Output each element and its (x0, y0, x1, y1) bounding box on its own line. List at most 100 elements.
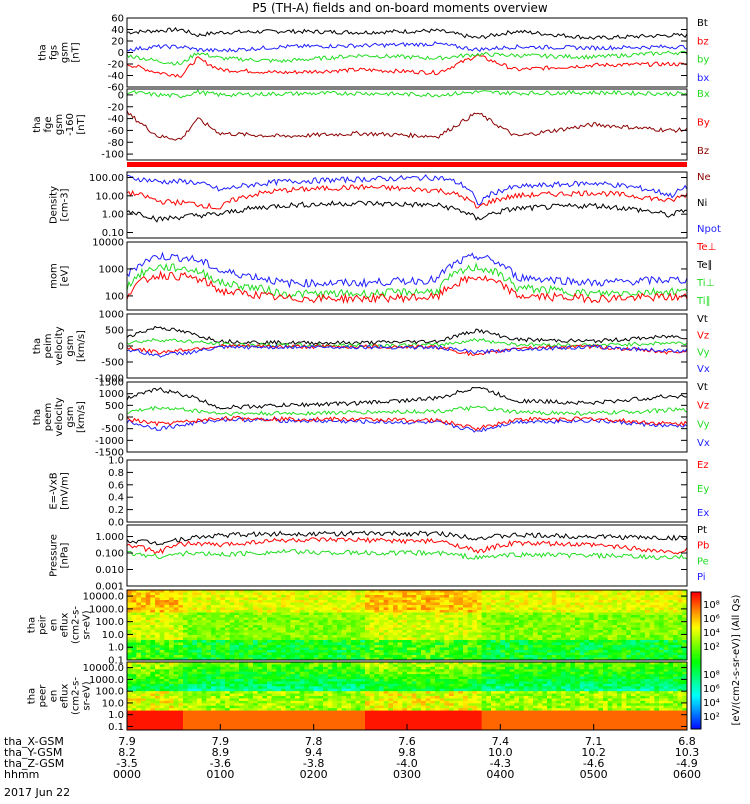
y-tick-label: -1000 (95, 436, 124, 447)
legend: Vt Vz Vy Vx (697, 314, 710, 375)
y-tick-label: 1.00 (102, 210, 124, 221)
legend-entry: Ex (697, 508, 709, 519)
y-axis-label: sr-eV) (82, 610, 93, 639)
legend-entry: Vy (697, 419, 710, 430)
legend-entry: Pi (697, 572, 706, 583)
legend-entry: Ti∥ (696, 296, 711, 307)
legend-entry: Pb (697, 541, 709, 552)
legend-entry: Bx (697, 89, 710, 100)
legend-entry: Vt (697, 314, 708, 325)
y-axis-label: tha (32, 409, 43, 425)
y-axis-label: fgs (49, 45, 60, 60)
y-axis-label: tha (27, 617, 38, 633)
legend: Te⊥Te∥Ti⊥Ti∥ (696, 242, 716, 307)
legend-entry: Vy (697, 347, 710, 358)
y-axis-label: Density (49, 186, 60, 224)
y-tick-label: 100 (105, 291, 124, 302)
series-Ne (127, 185, 687, 209)
y-tick-label: 0.6 (108, 480, 124, 491)
series-by (127, 51, 687, 65)
y-tick-label: 10.0 (102, 630, 124, 641)
legend-entry: Te∥ (696, 260, 713, 271)
y-axis-label: [nPa] (60, 542, 71, 568)
spectrogram-cells (127, 590, 688, 661)
y-tick-label: 0.0 (108, 518, 124, 529)
y-axis-label: [mV/m] (60, 472, 71, 510)
y-tick-label: 0 (118, 90, 124, 101)
y-tick-label: -40 (108, 114, 124, 125)
y-tick-label: 0.100 (95, 549, 124, 560)
y-axis-label: (cm2-s- (71, 606, 82, 644)
y-axis-label: tha (32, 116, 43, 132)
spectrogram-cells (127, 662, 688, 731)
legend-entry: Bt (697, 18, 708, 29)
legend-entry: Ni (697, 198, 707, 209)
y-tick-label: 10000 (92, 238, 124, 249)
legend-entry: by (697, 55, 709, 66)
y-tick-label: 1.000 (95, 532, 124, 543)
series-Ni (127, 201, 687, 222)
legend-entry: Ne (697, 172, 711, 183)
legend-entry: Bz (697, 146, 709, 157)
legend-entry: Vx (697, 438, 710, 449)
y-axis-label: eflux (60, 613, 71, 638)
y-axis-label: en (49, 619, 60, 632)
legend-entry: By (697, 118, 710, 129)
y-axis-label: gsm (65, 335, 76, 356)
y-axis-label: [nT] (76, 114, 87, 134)
y-axis-label: fge (43, 116, 54, 132)
panel-frame (127, 382, 687, 452)
panel-frame (127, 18, 687, 87)
y-axis-label: velocity (54, 326, 65, 365)
legend-entry: Vx (697, 364, 710, 375)
y-axis-label: [nT] (71, 42, 82, 62)
y-tick-label: 1000 (99, 389, 124, 400)
y-tick-label: 20 (111, 37, 124, 48)
series-Bx (127, 90, 687, 98)
legend-entry: Ey (697, 484, 709, 495)
y-axis-label: velocity (54, 397, 65, 436)
y-axis-label: peim (43, 333, 54, 358)
y-tick-label: -500 (101, 424, 124, 435)
y-tick-label: 1000 (99, 264, 124, 275)
y-tick-label: 1500 (99, 378, 124, 389)
y-tick-label: -60 (108, 126, 124, 137)
y-tick-label: 40 (111, 25, 124, 36)
y-axis-label: -160 (65, 113, 76, 136)
legend-entry: Vt (697, 382, 708, 393)
y-axis-label: tha (38, 44, 49, 60)
series-bx (127, 42, 687, 52)
series-Bt (127, 28, 687, 39)
y-tick-label: 0.4 (108, 493, 124, 504)
y-tick-label: 0.8 (108, 468, 124, 479)
y-tick-label: 60 (111, 14, 124, 25)
y-tick-label: 0 (118, 48, 124, 59)
y-tick-label: -100 (101, 150, 124, 161)
panel-frame (127, 460, 687, 522)
y-axis-label: [cm-3] (60, 188, 71, 221)
y-axis-label: Pressure (49, 534, 60, 577)
legend-entry: Vz (697, 331, 709, 342)
y-tick-label: 100.00 (89, 173, 124, 184)
y-tick-label: -500 (101, 358, 124, 369)
legend-entry: Pt (697, 525, 707, 536)
y-tick-label: 500 (105, 401, 124, 412)
y-tick-label: 1000.0 (89, 604, 124, 615)
legend-entry: Ez (697, 460, 709, 471)
y-tick-label: 1000 (99, 310, 124, 321)
series-Npot (127, 175, 687, 205)
legend: Bx By Bz (697, 89, 710, 157)
y-axis-label: peem (43, 403, 54, 431)
y-axis-label: peir (38, 614, 49, 634)
